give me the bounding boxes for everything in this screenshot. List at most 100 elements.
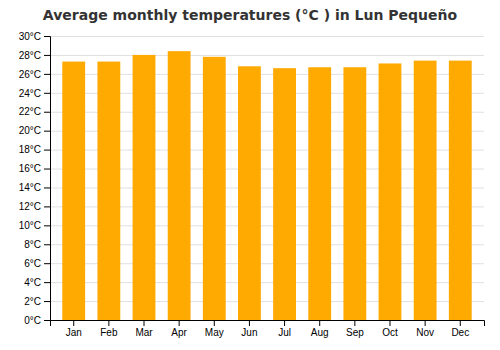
- y-tick: 10°C: [19, 220, 50, 231]
- x-axis: Jan Feb Mar Apr May Jun Jul Aug Sep Oct Nov Dec: [51, 320, 485, 338]
- y-tick-label: 20°C: [19, 125, 41, 136]
- x-tick-label: Nov: [416, 327, 434, 338]
- y-tick: 16°C: [19, 163, 50, 174]
- y-tick-mark: [44, 225, 50, 226]
- x-tick: Aug: [311, 320, 329, 338]
- y-tick-mark: [44, 263, 50, 264]
- chart-svg: Average monthly temperatures (°C ) in Lu…: [0, 0, 500, 350]
- x-tick: Nov: [416, 320, 434, 338]
- x-tick-mark: [354, 320, 355, 326]
- plot-area: 0°C 2°C 4°C 6°C 8°C 10°C 12°C 14°C 16°C 18°C 20°C 2…: [19, 31, 485, 338]
- y-tick-label: 16°C: [19, 163, 41, 174]
- x-tick-mark: [73, 320, 74, 326]
- y-tick: 26°C: [19, 69, 50, 80]
- x-tick: Jun: [241, 320, 257, 338]
- y-tick-label: 6°C: [24, 258, 41, 269]
- x-tick-mark: [319, 320, 320, 326]
- y-tick-mark: [44, 244, 50, 245]
- y-tick: 4°C: [24, 277, 50, 288]
- x-tick-mark: [144, 320, 145, 326]
- bar: [203, 57, 226, 320]
- y-tick-label: 30°C: [19, 31, 41, 42]
- x-tick-label: Dec: [451, 327, 469, 338]
- y-tick-label: 8°C: [24, 239, 41, 250]
- y-tick: 6°C: [24, 258, 50, 269]
- y-tick-label: 18°C: [19, 144, 41, 155]
- y-tick-label: 0°C: [24, 315, 41, 326]
- y-tick: 24°C: [19, 88, 50, 99]
- y-tick-mark: [44, 282, 50, 283]
- x-tick-label: Jun: [241, 327, 257, 338]
- chart-container: Average monthly temperatures (°C ) in Lu…: [0, 0, 500, 350]
- x-tick-label: Oct: [382, 327, 398, 338]
- x-tick-mark: [108, 320, 109, 326]
- y-tick: 28°C: [19, 50, 50, 61]
- x-tick-label: Jul: [278, 327, 291, 338]
- y-tick-mark: [44, 55, 50, 56]
- y-tick-label: 24°C: [19, 88, 41, 99]
- bar: [449, 61, 472, 320]
- x-tick-mark: [214, 320, 215, 326]
- x-tick: Sep: [346, 320, 364, 338]
- bar: [97, 62, 120, 320]
- y-tick: 20°C: [19, 125, 50, 136]
- x-tick-mark: [425, 320, 426, 326]
- x-tick: Mar: [135, 320, 153, 338]
- y-tick-label: 22°C: [19, 106, 41, 117]
- x-tick-mark: [284, 320, 285, 326]
- bar: [343, 67, 366, 320]
- x-tick-mark: [460, 320, 461, 326]
- y-tick: 12°C: [19, 201, 50, 212]
- y-axis-line: [44, 37, 51, 321]
- y-tick-label: 2°C: [24, 296, 41, 307]
- bar: [133, 55, 156, 320]
- y-tick-label: 26°C: [19, 69, 41, 80]
- y-tick-mark: [44, 187, 50, 188]
- grid-tick: [50, 55, 484, 56]
- y-tick-label: 10°C: [19, 220, 41, 231]
- y-tick-mark: [44, 74, 50, 75]
- grid-line: [50, 36, 484, 37]
- y-tick-mark: [44, 320, 50, 321]
- x-tick-mark: [389, 320, 390, 326]
- y-tick: 30°C: [19, 31, 50, 42]
- y-tick-mark: [44, 301, 50, 302]
- y-tick-mark: [44, 93, 50, 94]
- y-tick-mark: [44, 36, 50, 37]
- bar: [62, 62, 85, 320]
- grid-tick: [50, 36, 484, 37]
- x-tick-label: Apr: [171, 327, 187, 338]
- x-tick: Jan: [66, 320, 82, 338]
- x-tick-label: Sep: [346, 327, 364, 338]
- x-tick-label: Mar: [135, 327, 153, 338]
- chart-title: Average monthly temperatures (°C ) in Lu…: [43, 7, 458, 23]
- x-tick-mark: [249, 320, 250, 326]
- y-tick-label: 12°C: [19, 201, 41, 212]
- bar: [379, 63, 402, 320]
- x-tick-label: Feb: [100, 327, 118, 338]
- y-grid: [50, 37, 484, 321]
- bar: [273, 68, 296, 320]
- y-axis: 0°C 2°C 4°C 6°C 8°C 10°C 12°C 14°C 16°C 18°C 20°C 2…: [19, 31, 51, 326]
- y-tick: 8°C: [24, 239, 50, 250]
- x-tick-label: Jan: [66, 327, 82, 338]
- x-tick: Dec: [451, 320, 469, 338]
- x-tick-label: Aug: [311, 327, 329, 338]
- bar: [168, 51, 191, 320]
- y-tick: 18°C: [19, 144, 50, 155]
- y-tick-mark: [44, 150, 50, 151]
- x-axis-line: [51, 321, 485, 327]
- y-tick-label: 4°C: [24, 277, 41, 288]
- x-tick: Jul: [278, 320, 291, 338]
- x-tick: Oct: [382, 320, 398, 338]
- bar: [308, 67, 331, 320]
- y-tick-mark: [44, 169, 50, 170]
- bars: [62, 51, 471, 320]
- grid-line: [50, 55, 484, 56]
- y-tick: 14°C: [19, 182, 50, 193]
- x-tick: Apr: [171, 320, 187, 338]
- x-tick: May: [205, 320, 224, 338]
- bar: [414, 61, 437, 320]
- x-tick-mark: [179, 320, 180, 326]
- x-tick-label: May: [205, 327, 224, 338]
